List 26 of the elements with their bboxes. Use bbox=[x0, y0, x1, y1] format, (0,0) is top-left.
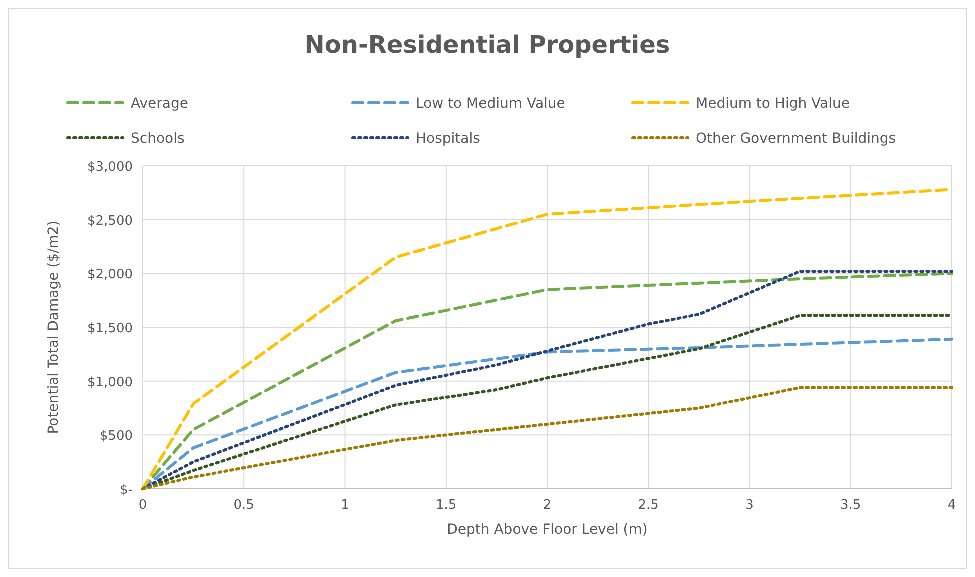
legend-label: Low to Medium Value bbox=[416, 96, 566, 112]
y-tick-label: $2,000 bbox=[88, 268, 133, 283]
x-tick-label: 1.5 bbox=[436, 498, 457, 513]
y-axis-title: Potential Total Damage ($/m2) bbox=[46, 220, 62, 434]
chart-title: Non-Residential Properties bbox=[304, 31, 670, 59]
legend-label: Average bbox=[131, 96, 188, 112]
x-axis-title: Depth Above Floor Level (m) bbox=[447, 522, 648, 538]
legend-label: Medium to High Value bbox=[696, 96, 850, 112]
x-tick-label: 2.5 bbox=[638, 498, 659, 513]
x-tick-label: 3.5 bbox=[840, 498, 862, 513]
y-tick-label: $3,000 bbox=[88, 160, 133, 175]
y-tick-label: $2,500 bbox=[88, 214, 133, 229]
line-series bbox=[142, 386, 954, 490]
y-tick-label: $500 bbox=[100, 429, 133, 444]
x-tick-label: 1 bbox=[341, 498, 350, 513]
y-tick-label: $1,000 bbox=[88, 375, 133, 390]
y-tick-label: $- bbox=[120, 483, 134, 498]
x-tick-label: 0 bbox=[138, 498, 148, 513]
legend-label: Hospitals bbox=[416, 131, 480, 147]
x-tick-label: 2 bbox=[543, 498, 552, 513]
y-tick-label: $1,500 bbox=[88, 322, 133, 336]
x-tick-label: 4 bbox=[948, 498, 956, 513]
x-tick-label: 0.5 bbox=[234, 498, 254, 513]
legend-label: Other Government Buildings bbox=[696, 131, 896, 147]
x-tick-label: 3 bbox=[746, 498, 754, 513]
legend-label: Schools bbox=[131, 131, 185, 147]
